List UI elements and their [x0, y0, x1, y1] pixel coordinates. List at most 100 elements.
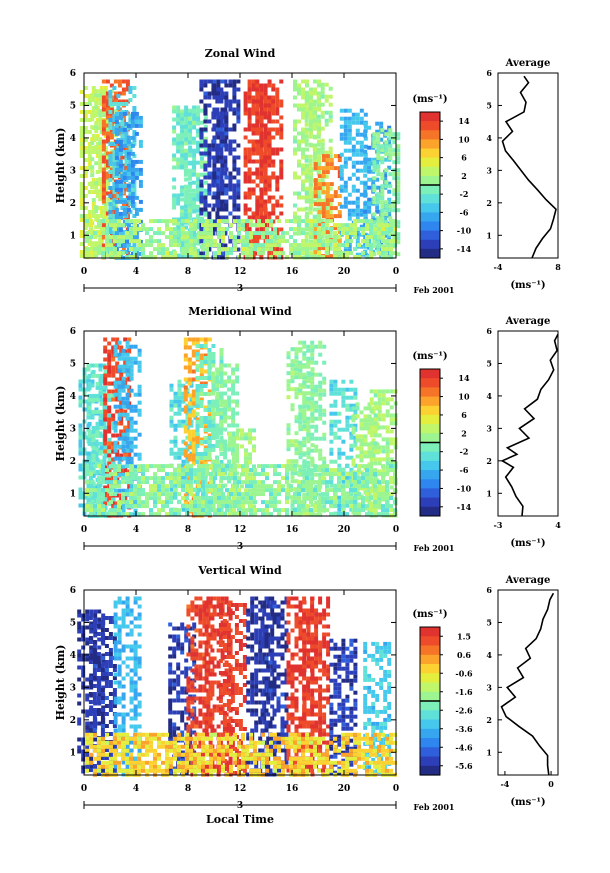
heatmap-cell	[129, 376, 134, 381]
heatmap-cell	[191, 236, 196, 241]
heatmap-cell	[83, 186, 88, 190]
heatmap-cell	[113, 384, 118, 389]
heatmap-cell	[83, 206, 88, 210]
heatmap-cell	[125, 404, 130, 409]
heatmap-cell	[253, 247, 257, 252]
heatmap-cell	[375, 209, 380, 214]
heatmap-cell	[191, 409, 196, 414]
heatmap-cell	[212, 191, 217, 196]
heatmap-cell	[376, 156, 381, 161]
heatmap-cell	[387, 181, 392, 186]
heatmap-cell	[345, 231, 349, 236]
heatmap-cell	[216, 115, 221, 120]
heatmap-cell	[372, 136, 377, 141]
heatmap-cell	[115, 337, 120, 342]
heatmap-cell	[78, 435, 83, 440]
heatmap-cell	[217, 219, 221, 224]
heatmap-cell	[79, 150, 84, 154]
average-y-tick-label: 5	[486, 100, 492, 110]
heatmap-cell	[195, 140, 200, 145]
colorbar-segment	[420, 130, 440, 140]
heatmap-cell	[328, 94, 333, 99]
heatmap-cell	[396, 172, 401, 177]
heatmap-cell	[286, 387, 291, 392]
heatmap-cell	[90, 141, 95, 146]
heatmap-cell	[375, 185, 380, 190]
heatmap-cell	[313, 219, 317, 224]
heatmap-cell	[99, 449, 104, 454]
heatmap-cell	[255, 211, 260, 216]
heatmap-cell	[134, 119, 139, 124]
heatmap-cell	[216, 195, 221, 200]
heatmap-cell	[95, 433, 100, 438]
heatmap-cell	[87, 250, 92, 254]
heatmap-cell	[121, 456, 126, 461]
heatmap-cell	[267, 179, 272, 184]
heatmap-cell	[308, 154, 313, 159]
heatmap-cell	[207, 389, 212, 394]
heatmap-cell	[265, 227, 269, 232]
heatmap-cell	[87, 429, 92, 434]
heatmap-cell	[176, 193, 181, 198]
heatmap-cell	[306, 348, 311, 353]
heatmap-cell	[302, 412, 307, 417]
heatmap-cell	[83, 150, 88, 154]
heatmap-cell	[199, 452, 204, 456]
heatmap-cell	[290, 459, 295, 464]
heatmap-cell	[375, 205, 380, 210]
heatmap-cell	[180, 185, 185, 190]
heatmap-cell	[115, 377, 120, 382]
heatmap-cell	[199, 381, 204, 386]
heatmap-cell	[199, 211, 204, 216]
heatmap-cell	[367, 205, 372, 210]
heatmap-cell	[290, 347, 295, 352]
heatmap-cell	[183, 156, 188, 161]
heatmap-cell	[103, 497, 108, 502]
heatmap-cell	[185, 251, 189, 256]
average-y-tick-label: 3	[486, 165, 492, 175]
heatmap-cell	[185, 411, 190, 416]
heatmap-cell	[169, 255, 173, 260]
heatmap-cell	[333, 154, 338, 159]
heatmap-cell	[181, 507, 186, 512]
heatmap-cell	[297, 107, 301, 112]
heatmap-cell	[191, 393, 196, 398]
heatmap-cell	[181, 251, 185, 256]
date-label: Feb 2001	[414, 285, 455, 295]
heatmap-cell	[306, 447, 311, 452]
heatmap-cell	[119, 429, 124, 434]
heatmap-cell	[83, 118, 88, 122]
heatmap-cell	[316, 134, 321, 139]
heatmap-cell	[112, 190, 117, 194]
heatmap-cell	[199, 456, 204, 460]
heatmap-cell	[231, 419, 236, 424]
heatmap-cell	[355, 160, 360, 165]
heatmap-cell	[269, 235, 273, 240]
heatmap-cell	[128, 146, 133, 150]
heatmap-cell	[173, 439, 178, 444]
heatmap-cell	[103, 453, 108, 458]
heatmap-cell	[314, 392, 319, 397]
heatmap-cell	[195, 208, 200, 213]
heatmap-cell	[383, 129, 388, 134]
heatmap-cell	[133, 223, 137, 228]
heatmap-cell	[267, 187, 272, 192]
heatmap-cell	[377, 251, 381, 256]
heatmap-cell	[138, 119, 143, 124]
heatmap-cell	[121, 348, 126, 353]
heatmap-cell	[123, 469, 128, 474]
heatmap-cell	[347, 236, 352, 241]
heatmap-cell	[207, 337, 212, 342]
heatmap-cell	[78, 431, 83, 436]
heatmap-cell	[310, 372, 315, 377]
heatmap-cell	[128, 202, 133, 206]
heatmap-cell	[213, 255, 217, 260]
heatmap-cell	[317, 227, 321, 232]
heatmap-cell	[294, 439, 299, 444]
heatmap-cell	[117, 91, 122, 96]
heatmap-cell	[199, 369, 204, 374]
heatmap-cell	[396, 180, 401, 185]
heatmap-cell	[177, 403, 182, 408]
heatmap-cell	[325, 223, 329, 228]
heatmap-cell	[316, 94, 321, 99]
